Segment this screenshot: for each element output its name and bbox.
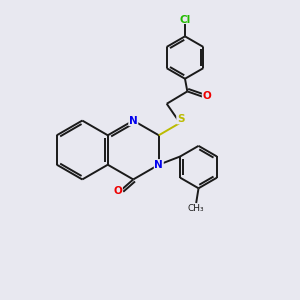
Text: N: N (154, 160, 163, 170)
Text: Cl: Cl (179, 15, 191, 25)
Text: S: S (177, 114, 184, 124)
Text: CH₃: CH₃ (188, 204, 205, 213)
Text: O: O (114, 186, 122, 196)
Text: O: O (202, 92, 211, 101)
Text: N: N (129, 116, 138, 126)
